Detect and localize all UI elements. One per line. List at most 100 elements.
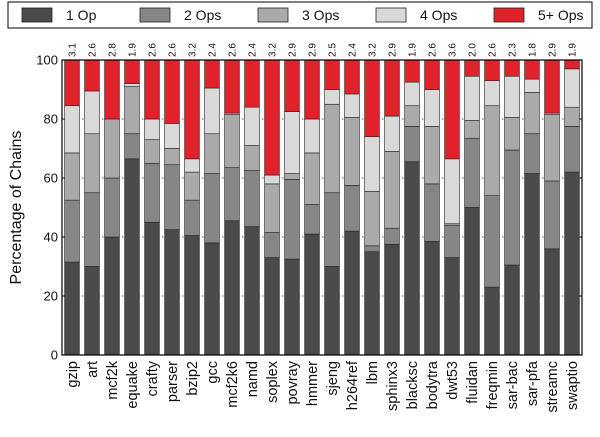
bar-segment	[444, 158, 460, 225]
bar-top-label: 2.6	[228, 43, 239, 57]
bar-segment	[124, 86, 140, 135]
bar-segment	[184, 171, 200, 201]
bar-segment	[184, 59, 200, 160]
bar-top-label: 1.9	[568, 43, 579, 57]
x-tick-label: bodytra	[425, 360, 441, 409]
bar-segment	[164, 164, 180, 230]
bar-segment	[204, 242, 220, 356]
x-tick-label: namd	[245, 361, 261, 397]
bar-segment	[264, 257, 280, 356]
bar-top-label: 2.9	[288, 43, 299, 57]
bar-segment	[124, 158, 140, 356]
bar-segment	[244, 170, 260, 227]
bar-segment	[104, 59, 120, 120]
bar-segment	[464, 120, 480, 139]
bar-segment	[404, 126, 420, 163]
bar-segment	[244, 226, 260, 356]
bar-segment	[244, 59, 260, 108]
bar-segment	[524, 59, 540, 80]
bar-segment	[464, 207, 480, 356]
bar-segment	[84, 90, 100, 135]
bar-segment	[424, 241, 440, 356]
x-tick-label: sphinx3	[385, 361, 401, 411]
bar-segment	[224, 167, 240, 222]
bar-segment	[484, 286, 500, 356]
bar-segment	[304, 59, 320, 120]
bar-segment	[464, 59, 480, 77]
bar-segment	[104, 118, 120, 179]
bar-segment	[424, 89, 440, 127]
bar-segment	[444, 59, 460, 160]
bar-segment	[164, 229, 180, 356]
x-tick-label: sar-pfa	[525, 360, 541, 406]
bar-segment	[344, 59, 360, 95]
bar-segment	[424, 183, 440, 242]
bar-segment	[184, 199, 200, 236]
bar-top-label: 1.8	[528, 43, 539, 57]
bar-segment	[404, 59, 420, 83]
bar-segment	[524, 173, 540, 356]
bar-segment	[364, 245, 380, 253]
bar-segment	[264, 59, 280, 176]
bar-segment	[164, 59, 180, 124]
bar-segment	[224, 59, 240, 114]
bar-segment	[504, 75, 520, 118]
bar-segment	[284, 258, 300, 356]
bar-segment	[344, 230, 360, 356]
legend-box	[7, 1, 593, 29]
y-tick-label: 60	[44, 171, 58, 186]
y-axis-label: Percentage of Chains	[8, 131, 25, 285]
bar-segment	[544, 248, 560, 356]
x-tick-label: swaptio	[565, 361, 581, 410]
bar-segment	[144, 59, 160, 120]
bar-segment	[164, 123, 180, 149]
x-tick-label: fluidan	[465, 361, 481, 404]
bar-segment	[564, 126, 580, 173]
bar-top-label: 2.5	[328, 43, 339, 57]
bar-segment	[384, 115, 400, 152]
x-tick-label: lbm	[365, 361, 381, 384]
bar-segment	[64, 105, 80, 154]
x-tick-label: crafty	[145, 360, 161, 396]
bar-top-label: 3.2	[368, 43, 379, 57]
bar-segment	[324, 59, 340, 90]
bar-segment	[404, 105, 420, 127]
bar-segment	[64, 261, 80, 356]
x-tick-label: hmmer	[305, 361, 321, 406]
bar-segment	[244, 106, 260, 146]
x-tick-label: art	[85, 361, 101, 378]
y-tick-label: 80	[44, 112, 58, 127]
bar-segment	[64, 59, 80, 107]
bar-segment	[504, 149, 520, 266]
legend-swatch	[493, 7, 525, 23]
bar-segment	[384, 244, 400, 356]
bar-segment	[64, 199, 80, 263]
bar-segment	[424, 59, 440, 90]
bar-segment	[344, 93, 360, 118]
bar-segment	[464, 137, 480, 208]
bar-top-label: 2.4	[248, 43, 259, 57]
x-tick-label: equake	[125, 361, 141, 409]
bar-segment	[124, 83, 140, 87]
bar-segment	[564, 106, 580, 127]
bar-segment	[504, 264, 520, 356]
bar-segment	[544, 59, 560, 114]
x-tick-label: mcf2k6	[225, 361, 241, 408]
bar-top-label: 2.6	[148, 43, 159, 57]
x-tick-label: mcf2k	[105, 360, 121, 399]
bar-segment	[324, 103, 340, 194]
x-tick-label: sar-bac	[505, 361, 521, 409]
bar-segment	[324, 192, 340, 267]
bar-top-label: 2.0	[468, 43, 479, 57]
bar-segment	[444, 224, 460, 258]
x-tick-label: sjeng	[325, 361, 341, 396]
legend-label: 2 Ops	[184, 7, 221, 23]
bar-segment	[364, 251, 380, 356]
bar-segment	[264, 232, 280, 258]
bar-segment	[324, 266, 340, 356]
bar-segment	[484, 59, 500, 81]
bar-segment	[344, 185, 360, 232]
bar-segment	[364, 59, 380, 137]
bar-segment	[504, 59, 520, 77]
